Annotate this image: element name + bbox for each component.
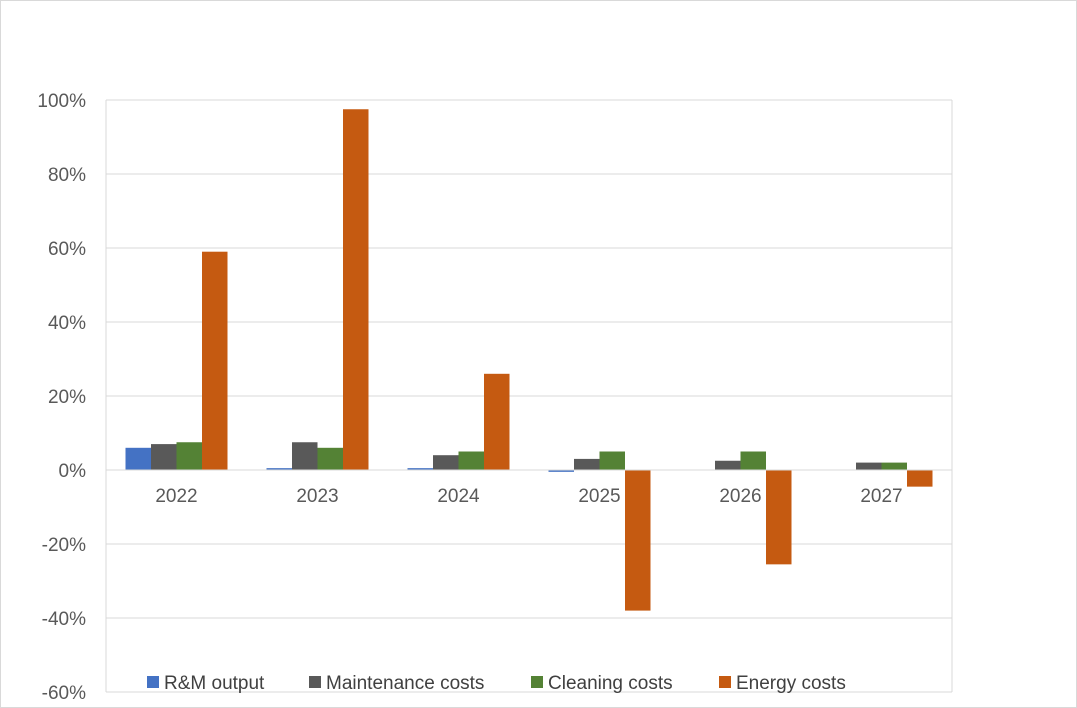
legend-swatch-maintenance-costs <box>309 676 321 688</box>
bar-cleaning-costs-2022 <box>176 442 202 470</box>
legend-swatch-r-m-output <box>147 676 159 688</box>
bar-energy-costs-2024 <box>484 373 510 470</box>
legend-label-r-m-output: R&M output <box>164 673 265 694</box>
y-axis-tick-labels: 100% 80% 60% 40% 20% 0% -20% -40% -60% <box>37 91 86 704</box>
legend-swatch-energy-costs <box>719 676 731 688</box>
y-tick-label: 40% <box>48 313 86 334</box>
bar-r-m-output-2024 <box>407 468 433 470</box>
bar-cleaning-costs-2024 <box>458 451 484 470</box>
legend-label-energy-costs: Energy costs <box>736 673 846 694</box>
bars <box>106 109 952 611</box>
bar-maintenance-costs-2027 <box>856 462 882 470</box>
y-tick-label: -40% <box>42 609 86 630</box>
y-tick-label: -20% <box>42 535 86 556</box>
bar-maintenance-costs-2026 <box>715 460 741 470</box>
bar-energy-costs-2022 <box>202 251 228 470</box>
y-tick-label: 80% <box>48 165 86 186</box>
x-tick-label: 2026 <box>719 486 761 507</box>
bar-maintenance-costs-2023 <box>292 442 318 470</box>
bar-maintenance-costs-2025 <box>574 458 600 470</box>
x-tick-label: 2024 <box>437 486 480 507</box>
bar-energy-costs-2025 <box>625 470 651 611</box>
x-axis-tick-labels: 2022 2023 2024 2025 2026 2027 <box>155 486 902 507</box>
bar-cleaning-costs-2025 <box>599 451 625 470</box>
y-tick-label: 0% <box>59 461 87 482</box>
bar-r-m-output-2025 <box>548 470 574 472</box>
legend-label-maintenance-costs: Maintenance costs <box>326 673 484 694</box>
y-tick-label: -60% <box>42 683 86 704</box>
x-tick-label: 2025 <box>578 486 620 507</box>
legend-swatch-cleaning-costs <box>531 676 543 688</box>
bar-energy-costs-2027 <box>907 470 933 487</box>
bar-energy-costs-2023 <box>343 109 369 470</box>
bar-cleaning-costs-2023 <box>317 447 343 470</box>
gridlines <box>105 99 953 693</box>
bar-r-m-output-2023 <box>266 468 292 470</box>
x-tick-label: 2022 <box>155 486 197 507</box>
bar-energy-costs-2026 <box>766 470 792 565</box>
bar-maintenance-costs-2024 <box>433 455 459 470</box>
legend: R&M output Maintenance costs Cleaning cost… <box>147 673 846 694</box>
x-tick-label: 2023 <box>296 486 338 507</box>
y-tick-label: 60% <box>48 239 86 260</box>
bar-cleaning-costs-2026 <box>740 451 766 470</box>
y-tick-label: 100% <box>37 91 86 112</box>
bar-maintenance-costs-2022 <box>151 444 177 470</box>
x-tick-label: 2027 <box>860 486 902 507</box>
y-tick-label: 20% <box>48 387 86 408</box>
bar-cleaning-costs-2027 <box>881 462 907 470</box>
legend-label-cleaning-costs: Cleaning costs <box>548 673 673 694</box>
bar-r-m-output-2022 <box>125 447 151 470</box>
